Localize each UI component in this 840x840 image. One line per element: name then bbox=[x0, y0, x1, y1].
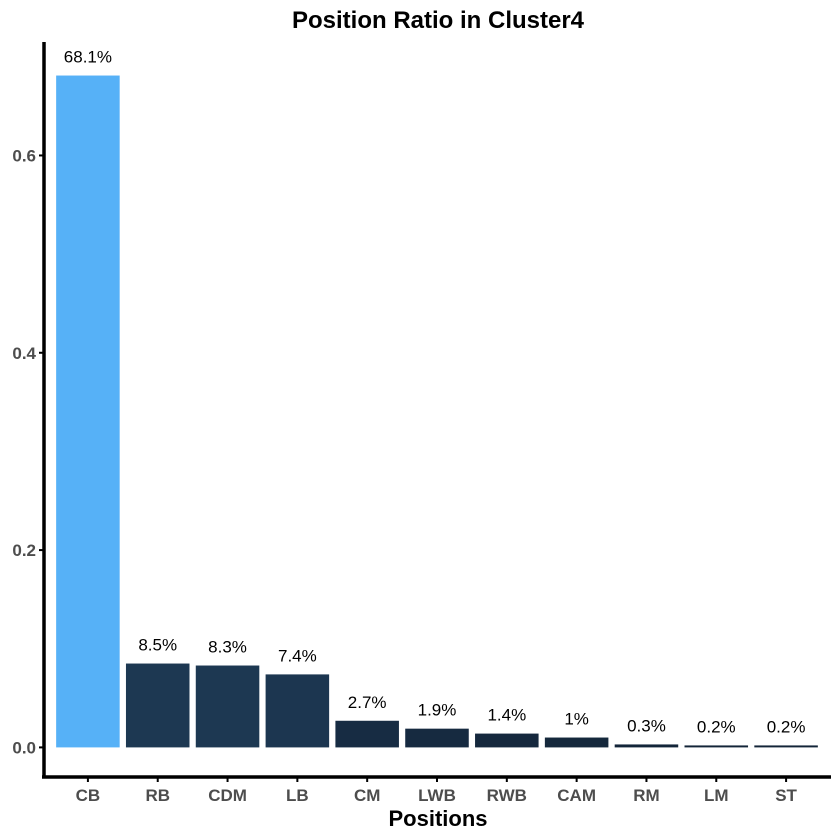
data-label-rwb: 1.4% bbox=[487, 706, 526, 725]
y-tick-label: 0.6 bbox=[12, 146, 36, 165]
x-tick-label-rm: RM bbox=[633, 786, 659, 805]
bar-cm bbox=[335, 720, 399, 748]
bar-cb bbox=[56, 75, 120, 748]
data-label-rm: 0.3% bbox=[627, 716, 666, 735]
data-labels-layer: 68.1% 8.5% 8.3% 7.4% 2.7% 1.9% 1.4% 1% 0.3% 0.2% 0… bbox=[64, 48, 806, 737]
bar-lb bbox=[265, 674, 330, 748]
bar-rm bbox=[614, 744, 679, 748]
bars-layer bbox=[56, 75, 818, 748]
data-label-cb: 68.1% bbox=[64, 48, 112, 67]
x-tick-label-cm: CM bbox=[354, 786, 380, 805]
data-label-rb: 8.5% bbox=[138, 636, 177, 655]
bar-lwb bbox=[405, 728, 469, 748]
bar-lm bbox=[684, 745, 749, 748]
bar-cdm bbox=[195, 665, 260, 748]
x-tick-label-lm: LM bbox=[704, 786, 729, 805]
bar-rwb bbox=[475, 733, 539, 748]
y-tick-label: 0.0 bbox=[12, 738, 36, 757]
data-label-cm: 2.7% bbox=[348, 693, 387, 712]
bar-st bbox=[754, 745, 818, 748]
x-tick-label-cam: CAM bbox=[557, 786, 596, 805]
data-label-lm: 0.2% bbox=[697, 717, 736, 736]
x-tick-label-cdm: CDM bbox=[208, 786, 247, 805]
x-tick-label-lwb: LWB bbox=[418, 786, 456, 805]
data-label-lwb: 1.9% bbox=[418, 701, 457, 720]
y-ticks-layer: 0.0 0.2 0.4 0.6 bbox=[12, 146, 44, 757]
x-tick-label-lb: LB bbox=[286, 786, 309, 805]
y-tick-label: 0.2 bbox=[12, 541, 36, 560]
x-tick-label-cb: CB bbox=[76, 786, 101, 805]
data-label-lb: 7.4% bbox=[278, 646, 317, 665]
chart-title: Position Ratio in Cluster4 bbox=[292, 7, 585, 34]
x-axis-title: Positions bbox=[388, 806, 487, 831]
y-tick-label: 0.4 bbox=[12, 344, 36, 363]
data-label-cam: 1% bbox=[564, 710, 589, 729]
x-ticks-layer: CB RB CDM LB CM LWB RWB CAM RM LM ST bbox=[76, 777, 798, 805]
bar-cam bbox=[544, 737, 609, 748]
x-tick-label-rwb: RWB bbox=[487, 786, 527, 805]
data-label-st: 0.2% bbox=[767, 717, 806, 736]
bar-rb bbox=[125, 663, 190, 748]
data-label-cdm: 8.3% bbox=[208, 638, 247, 657]
x-tick-label-rb: RB bbox=[145, 786, 170, 805]
x-tick-label-st: ST bbox=[775, 786, 797, 805]
